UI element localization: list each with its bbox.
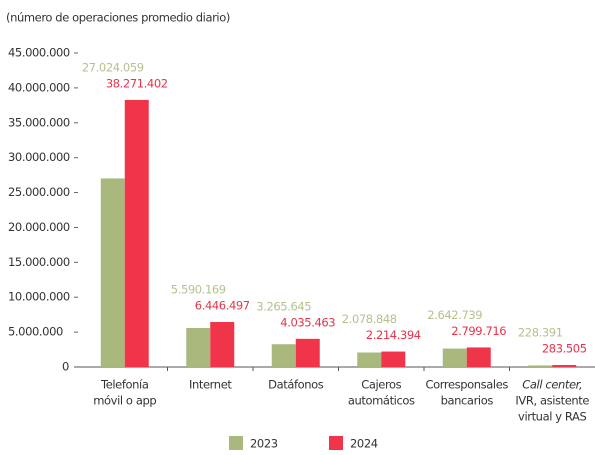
y-tick-label: 35.000.000	[8, 115, 70, 129]
chart-subtitle: (número de operaciones promedio diario)	[6, 11, 230, 25]
bar	[210, 322, 235, 367]
value-label: 2.078.848	[342, 312, 397, 326]
x-tick-label: IVR, asistente	[515, 394, 589, 408]
legend-label: 2023	[250, 437, 278, 451]
x-tick-label: Internet	[189, 378, 232, 392]
y-tick-label: 20.000.000	[8, 220, 70, 234]
value-label: 3.265.645	[256, 299, 311, 313]
y-tick-label: 30.000.000	[8, 150, 70, 164]
bar	[381, 351, 406, 367]
legend-swatch	[229, 436, 243, 450]
y-tick-label: 15.000.000	[8, 255, 70, 269]
bar	[357, 352, 382, 367]
x-tick-label: Call center,	[522, 378, 582, 392]
bar	[528, 365, 553, 367]
bar	[186, 327, 211, 367]
y-tick-label: 25.000.000	[8, 185, 70, 199]
x-tick-label: Cajeros	[361, 378, 401, 392]
bar	[295, 338, 320, 367]
bar	[124, 99, 149, 368]
x-tick-label: Telefonía	[100, 378, 148, 392]
x-tick-label: automáticos	[348, 394, 415, 408]
x-tick-label: virtual y RAS	[518, 410, 586, 424]
legend-swatch	[329, 436, 343, 450]
x-tick-label: Datáfonos	[268, 378, 324, 392]
value-label: 4.035.463	[280, 315, 335, 329]
value-label: 2.642.739	[427, 308, 482, 322]
value-label: 5.590.169	[171, 283, 226, 297]
value-label: 38.271.402	[106, 76, 168, 90]
value-label: 283.505	[542, 342, 587, 356]
value-label: 228.391	[518, 326, 563, 340]
legend-label: 2024	[350, 437, 378, 451]
x-tick-label: móvil o app	[93, 394, 156, 408]
bar	[552, 365, 577, 367]
x-tick-label: Corresponsales	[426, 378, 509, 392]
y-tick-label: 45.000.000	[8, 46, 70, 60]
y-tick-label: 5.000.000	[8, 325, 63, 339]
bar	[466, 347, 491, 367]
value-label: 2.799.716	[451, 324, 506, 338]
x-tick-label: bancarios	[441, 394, 494, 408]
value-label: 6.446.497	[195, 299, 250, 313]
y-tick-label: 10.000.000	[8, 290, 70, 304]
value-label: 27.024.059	[82, 60, 144, 74]
bar	[271, 344, 296, 367]
y-tick-label: 0	[62, 360, 69, 374]
value-label: 2.214.394	[366, 328, 421, 342]
bar	[100, 178, 125, 367]
y-tick-label: 40.000.000	[8, 80, 70, 94]
bar	[442, 348, 467, 367]
